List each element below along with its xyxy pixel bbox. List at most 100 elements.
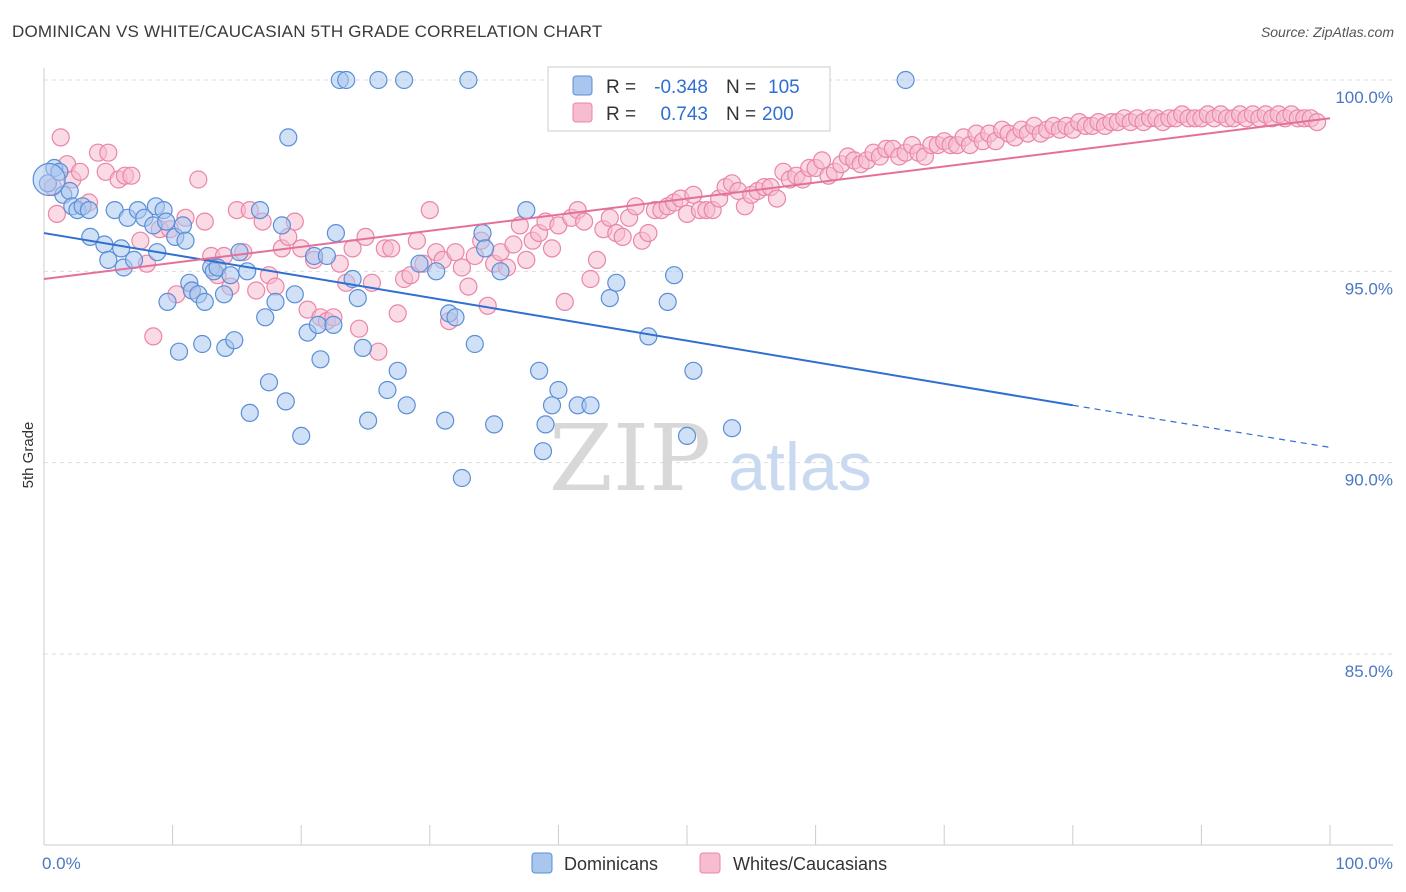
whites-point <box>350 319 369 338</box>
dominicans-point <box>292 426 311 445</box>
whites-point <box>122 166 141 185</box>
dominicans-point <box>465 334 484 354</box>
dominicans-point <box>452 468 471 488</box>
dominicans-point <box>549 380 568 400</box>
dominicans-point <box>157 212 176 231</box>
x-tick-label-min: 0.0% <box>42 854 81 873</box>
legend-r-value-dominicans: -0.348 <box>654 77 708 98</box>
dominicans-point <box>158 292 177 311</box>
whites-point <box>767 189 787 208</box>
dominicans-point <box>279 128 298 147</box>
dominicans-point <box>542 396 562 415</box>
dominicans-point <box>311 350 330 369</box>
whites-point <box>247 281 266 300</box>
dominicans-point <box>639 327 658 346</box>
whites-point <box>195 212 214 231</box>
dominicans-point <box>193 334 212 354</box>
dominicans-point <box>317 246 336 266</box>
dominicans-point <box>195 292 214 311</box>
whites-point <box>144 327 163 346</box>
dominicans-point <box>517 201 536 220</box>
dominicans-point <box>359 411 378 430</box>
whites-point <box>47 204 67 223</box>
dominicans-point <box>473 224 492 243</box>
dominicans-point <box>353 338 372 357</box>
y-tick-label: 100.0% <box>1335 88 1393 107</box>
dominicans-point <box>378 380 397 400</box>
dominicans-point <box>240 403 259 422</box>
dominicans-point <box>256 308 275 327</box>
whites-point <box>420 201 439 220</box>
watermark-zip: ZIP <box>549 405 711 512</box>
dominicans-point <box>225 331 244 350</box>
whites-point <box>1307 112 1327 132</box>
chart-title: DOMINICAN VS WHITE/CAUCASIAN 5TH GRADE C… <box>12 22 603 41</box>
bottom-legend-label-whites: Whites/Caucasians <box>733 854 887 874</box>
legend-n-label-whites: N = <box>726 104 756 125</box>
dominicans-point <box>446 308 465 327</box>
whites-point <box>587 250 607 269</box>
whites-point <box>684 185 703 204</box>
dominicans-point <box>485 415 504 434</box>
dominicans-point <box>272 216 291 235</box>
dominicans-point <box>348 289 367 308</box>
x-tick-label-max: 100.0% <box>1335 854 1393 873</box>
y-tick-label: 95.0% <box>1345 279 1393 298</box>
whites-point <box>639 224 658 243</box>
legend-n-value-whites: 200 <box>762 104 794 125</box>
dominicans-point <box>600 289 619 308</box>
source-credit: Source: ZipAtlas.com <box>1260 24 1394 40</box>
dominicans-point <box>124 250 144 269</box>
legend-box <box>547 66 831 132</box>
series-whites-points <box>43 105 1327 361</box>
dominicans-point <box>395 70 414 90</box>
dominicans-point <box>664 266 684 285</box>
dominicans-point <box>677 426 697 445</box>
trend-lines <box>43 117 1331 448</box>
legend-r-label-whites: R = <box>606 104 636 125</box>
series-dominicans-points <box>32 70 915 488</box>
legend-r-value-whites: 0.743 <box>660 104 708 125</box>
grid-lines <box>44 79 1393 655</box>
whites-point <box>356 227 375 246</box>
dominicans-point <box>99 250 118 269</box>
whites-point <box>189 170 208 189</box>
dominicans-point <box>397 396 416 415</box>
dominicans-point <box>607 273 626 292</box>
whites-point <box>510 216 529 235</box>
dominicans-point <box>266 292 285 311</box>
dominicans-point <box>276 392 295 411</box>
legend-n-value-dominicans: 105 <box>768 77 800 98</box>
whites-point <box>369 342 388 361</box>
y-tick-labels: 85.0% 90.0% 95.0% 100.0% <box>1335 88 1393 681</box>
bottom-legend-label-dominicans: Dominicans <box>564 854 658 874</box>
dominicans-point <box>427 262 446 281</box>
legend-r-label-dominicans: R = <box>606 77 636 98</box>
y-tick-label: 85.0% <box>1345 662 1393 681</box>
dominicans-point <box>476 239 495 258</box>
dominicans-point <box>529 361 549 380</box>
dominicans-point <box>533 442 553 461</box>
dominicans-point <box>173 216 192 235</box>
dominicans-point <box>410 254 429 273</box>
watermark-atlas: atlas <box>728 429 872 505</box>
whites-point <box>407 231 426 250</box>
dominicans-point <box>337 70 356 90</box>
bottom-legend-swatch-whites <box>699 852 721 874</box>
whites-point <box>99 143 118 162</box>
whites-point <box>517 250 536 269</box>
dominicans-point <box>491 262 510 281</box>
dominicans-point <box>459 70 478 90</box>
dominicans-point <box>176 231 195 250</box>
whites-point <box>266 277 285 296</box>
whites-point <box>388 304 407 323</box>
axes <box>43 68 1393 846</box>
dominicans-point <box>230 243 249 262</box>
legend-n-label-dominicans: N = <box>726 77 756 98</box>
dominicans-point <box>436 411 455 430</box>
dominicans-point <box>369 70 388 90</box>
whites-point <box>574 212 594 231</box>
whites-point <box>504 235 523 254</box>
series-legend: Dominicans Whites/Caucasians <box>531 852 887 874</box>
dominicans-point <box>658 292 677 311</box>
